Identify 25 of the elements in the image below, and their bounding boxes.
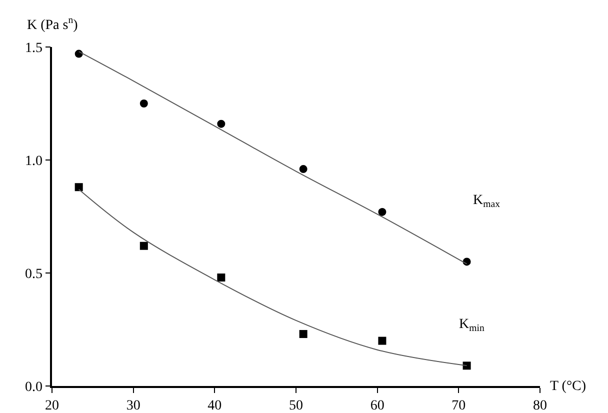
x-tick-label: 80	[533, 398, 547, 413]
point	[378, 336, 386, 345]
y-tick-label: 0.5	[24, 266, 42, 282]
y-tick-label: 0.0	[24, 380, 42, 395]
x-axis-title: T (°C)	[550, 379, 586, 394]
x-tick-label: 40	[208, 398, 222, 413]
x-tick-label: 60	[370, 398, 384, 413]
point	[462, 362, 471, 370]
x-tick-label: 70	[452, 398, 466, 413]
point	[74, 183, 83, 192]
x-tick-label: 30	[126, 398, 140, 413]
series-label: K$_{min}$	[459, 317, 484, 334]
point	[217, 274, 226, 282]
point	[299, 165, 308, 174]
point	[140, 100, 148, 108]
point	[378, 208, 386, 216]
x-tick-label: 50	[289, 398, 303, 413]
y-tick-label: 1.0	[24, 154, 42, 169]
y-tick-label: 1.5	[24, 40, 42, 56]
point	[140, 242, 148, 250]
y-axis-title: K (Pa s$^{n}$)	[27, 15, 78, 33]
text: K$_{max}$	[473, 193, 500, 210]
point	[299, 330, 308, 338]
point	[217, 120, 226, 128]
x-tick-label: 20	[45, 398, 59, 413]
